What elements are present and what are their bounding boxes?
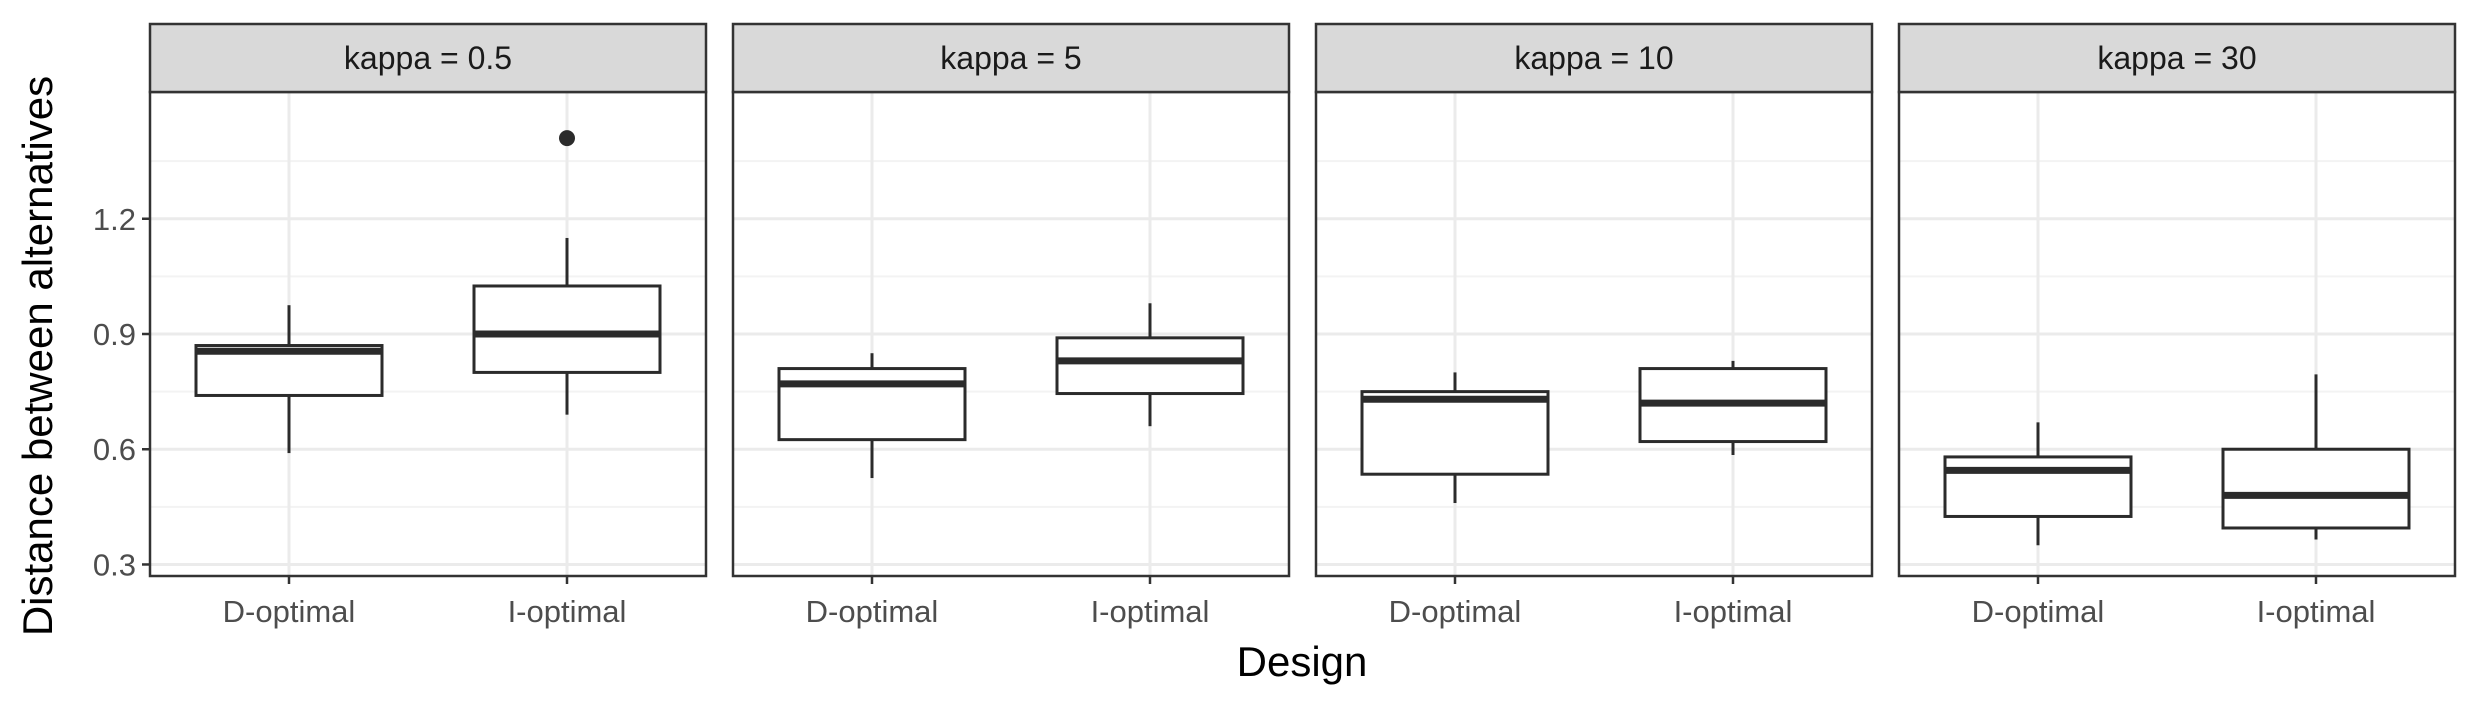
boxplot-d-optimal [1943,422,2133,546]
x-tick-label: I-optimal [1674,594,1793,629]
box-iqr [1055,336,1245,396]
facet-panel: kappa = 10 D-optimal I-optimal [1314,22,1874,629]
box-iqr [472,284,662,374]
x-tick-label: I-optimal [2257,594,2376,629]
box-iqr [2221,447,2411,530]
box-iqr [1360,390,1550,476]
facet-strip [148,22,708,94]
boxplot-i-optimal [1055,303,1245,427]
boxplot-d-optimal [777,353,967,479]
x-tick-label: D-optimal [1972,594,2105,629]
boxplot-i-optimal [472,130,662,415]
outlier-point [559,130,575,147]
y-axis: 0.3 0.6 0.9 1.2 [93,202,150,582]
facet-strip-label: kappa = 0.5 [344,40,512,76]
y-axis-title: Distance between alternatives [14,76,61,636]
facet-panel: kappa = 5 D-optimal I-optimal [731,22,1291,629]
boxplot-i-optimal [2221,374,2411,540]
x-axis-title: Design [1237,638,1368,685]
facet-strip [1314,22,1874,94]
facet-strip-label: kappa = 30 [2097,40,2256,76]
y-tick-label: 0.3 [93,547,136,582]
boxplot-d-optimal [1360,372,1550,504]
x-tick-label: I-optimal [1091,594,1210,629]
facet-strip-label: kappa = 5 [940,40,1081,76]
x-tick-label: I-optimal [508,594,627,629]
facet-panel: kappa = 0.5 D-optimal I-optimal [148,22,708,629]
y-tick-label: 1.2 [93,202,136,237]
facet-strip [731,22,1291,94]
box-iqr [1943,455,2133,518]
y-tick-label: 0.9 [93,317,136,352]
boxplot-i-optimal [1638,360,1828,455]
facet-panel: kappa = 30 D-optimal I-optimal [1897,22,2457,629]
boxplot-d-optimal [194,305,384,454]
y-tick-label: 0.6 [93,432,136,467]
x-tick-label: D-optimal [1389,594,1522,629]
box-iqr [777,367,967,442]
facet-strip [1897,22,2457,94]
x-tick-label: D-optimal [806,594,939,629]
x-tick-label: D-optimal [223,594,356,629]
facet-panels: kappa = 0.5 D-optimal I-optimal kappa = 5 D-… [148,22,2457,629]
facet-strip-label: kappa = 10 [1514,40,1673,76]
